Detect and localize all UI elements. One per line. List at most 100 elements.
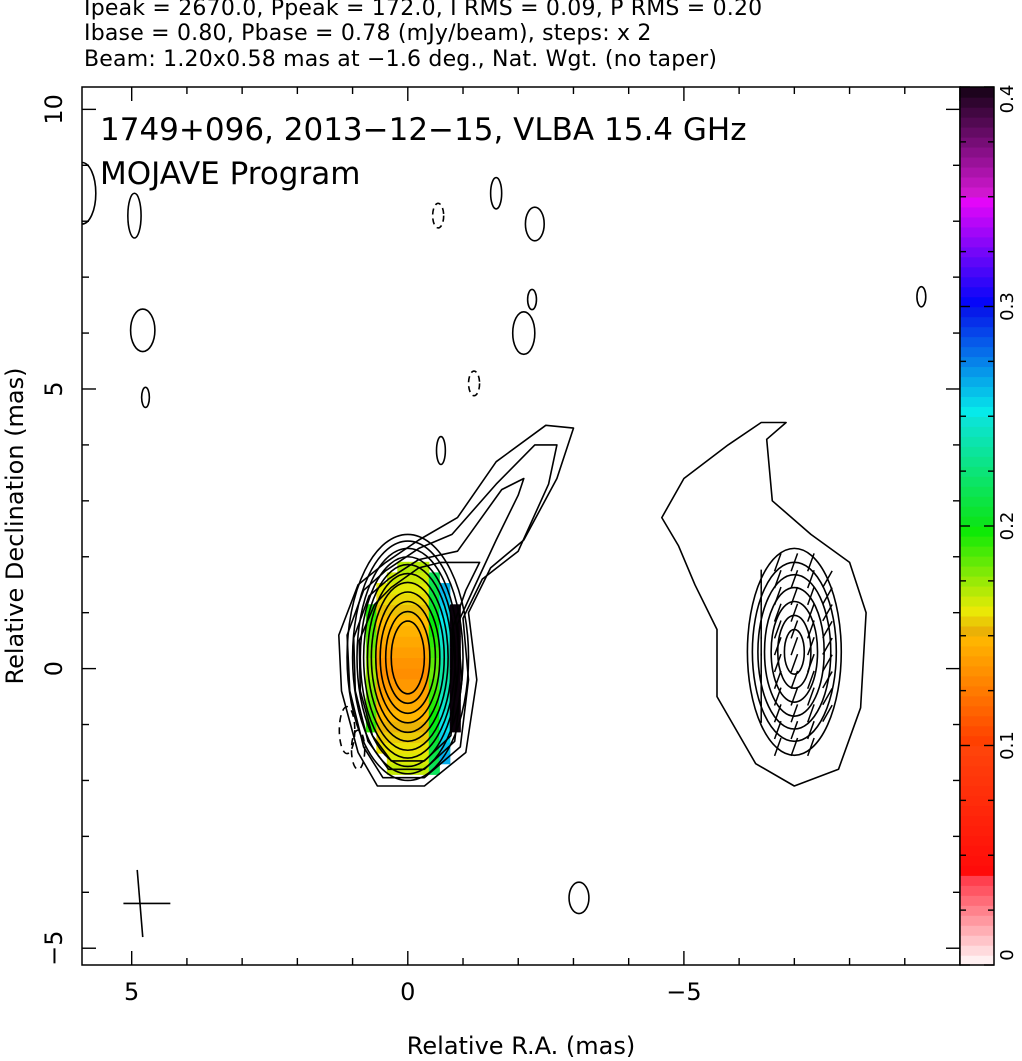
beam-major-axis (136, 869, 144, 938)
colorbar-band (960, 146, 994, 158)
colorbar-band (960, 915, 994, 926)
pol-color-cell (376, 678, 388, 690)
colorbar-band (960, 296, 994, 308)
y-tick-label: 10 (40, 94, 68, 125)
pol-color-cell (418, 572, 430, 584)
evpa-tick (806, 553, 815, 572)
evpa-tick (773, 586, 782, 606)
colorbar-band (960, 835, 994, 846)
colorbar-band (960, 116, 994, 128)
pol-color-cell (386, 678, 398, 690)
colorbar-band (960, 645, 994, 657)
evpa-tick (773, 620, 782, 639)
colorbar-band (960, 316, 994, 328)
colorbar-band (960, 935, 994, 946)
pol-color-cell (439, 604, 451, 616)
evpa-tick (790, 603, 799, 622)
intensity-contour-outer (352, 477, 525, 771)
evpa-tick (790, 569, 799, 589)
evpa-tick (806, 704, 815, 723)
pol-color-cell (386, 699, 398, 712)
negative-contour (467, 370, 481, 397)
pol-color-cell (407, 593, 419, 605)
pol-color-cell (439, 742, 451, 754)
colorbar-band (960, 236, 994, 248)
pol-color-cell (439, 583, 451, 595)
pol-color-cell (397, 646, 409, 659)
pol-color-cell (397, 625, 409, 637)
evpa-tick (773, 704, 782, 723)
pol-color-cell (407, 753, 419, 765)
colorbar-band (960, 705, 994, 717)
chart-title: 1749+096, 2013−12−15, VLBA 15.4 GHz (100, 112, 746, 148)
colorbar-band (960, 585, 994, 597)
colorbar-band (960, 815, 994, 827)
pol-color-cell (397, 614, 409, 627)
pol-color-cell (365, 678, 377, 690)
evpa-tick (790, 687, 799, 706)
colorbar-band (960, 196, 994, 208)
colorbar-band (960, 446, 994, 457)
pol-contour (783, 628, 806, 675)
pol-color-cell (376, 625, 388, 637)
pol-color-cell (449, 721, 461, 733)
evpa-tick (822, 570, 833, 588)
colorbar-band (960, 775, 994, 787)
pol-color-cell (386, 731, 398, 744)
pol-color-cell (397, 753, 409, 765)
evpa-tick (790, 704, 799, 723)
pol-color-cell (397, 742, 409, 754)
noise-contour (489, 176, 503, 210)
pol-color-cell (365, 699, 377, 712)
header-line-2: Ibase = 0.80, Pbase = 0.78 (mJy/beam), s… (84, 21, 652, 46)
colorbar-band (960, 506, 994, 517)
evpa-tick (790, 620, 799, 639)
pol-color-cell (376, 710, 388, 722)
colorbar-tick-labels: 0 0.1 0.2 0.3 0.4 (997, 85, 1018, 961)
colorbar-band (960, 695, 994, 707)
pol-color-cell (407, 625, 419, 637)
evpa-tick (790, 720, 799, 740)
pol-color-cell (418, 742, 430, 754)
pol-color-cell (418, 699, 430, 712)
colorbar-band (960, 755, 994, 767)
y-tick-label: 0 (40, 661, 68, 676)
colorbar-band (960, 575, 994, 587)
evpa-tick (822, 671, 833, 689)
pol-color-cell (439, 710, 451, 722)
evpa-tick (806, 586, 815, 606)
colorbar-band (960, 865, 994, 876)
evpa-tick (773, 720, 782, 740)
intensity-contour (379, 600, 437, 715)
colorbar-band (960, 675, 994, 687)
colorbar-band (960, 855, 994, 866)
noise-contour (524, 206, 545, 242)
evpa-tick (790, 653, 799, 673)
pol-contour (770, 600, 819, 703)
colorbar-band (960, 665, 994, 677)
colorbar-band (960, 336, 994, 348)
noise-contour (526, 288, 538, 311)
intensity-contour (370, 581, 446, 734)
pol-color-cell (376, 604, 388, 616)
colorbar-band (960, 286, 994, 298)
colorbar-band (960, 795, 994, 807)
pol-contour (746, 547, 843, 757)
pol-color-cell (386, 572, 398, 584)
noise-contour (916, 285, 927, 308)
pol-color-cell (439, 636, 451, 648)
evpa-tick (790, 670, 799, 689)
intensity-contour-outer (358, 561, 481, 762)
colorbar-band (960, 106, 994, 118)
intensity-contour (351, 540, 464, 775)
colorbar-band (960, 805, 994, 817)
pol-color-cell (428, 625, 440, 637)
colorbar-band (960, 246, 994, 258)
colorbar-band (960, 945, 994, 956)
pol-color-cell (376, 657, 388, 669)
pol-color-cell (397, 561, 409, 574)
colorbar-band (960, 366, 994, 378)
pol-contour (776, 614, 812, 689)
pol-color-cell (386, 614, 398, 627)
pol-color-cell (428, 742, 440, 754)
